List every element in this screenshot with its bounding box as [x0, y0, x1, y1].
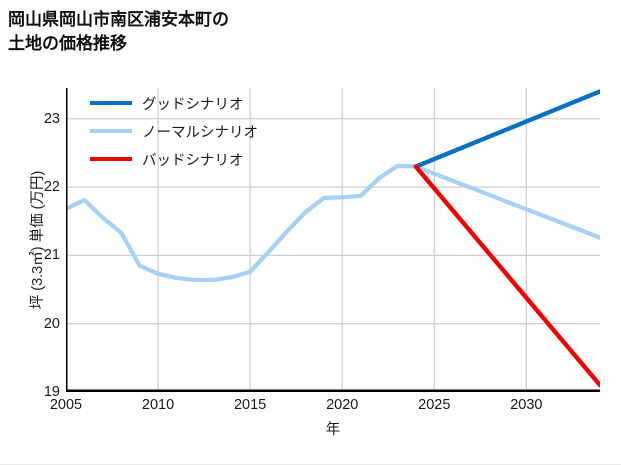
legend-label-bad: バッドシナリオ — [142, 152, 244, 169]
y-tick-label: 21 — [43, 247, 60, 264]
chart-legend: グッドシナリオ ノーマルシナリオ バッドシナリオ — [90, 93, 258, 169]
chart-canvas — [66, 88, 600, 392]
series-line — [66, 163, 600, 283]
x-axis-label: 年 — [325, 422, 341, 438]
x-tick-label: 2030 — [510, 397, 543, 413]
legend-swatch-good — [90, 101, 132, 105]
legend-swatch-bad — [90, 157, 132, 161]
series-line — [413, 89, 600, 169]
legend-swatch-normal — [90, 129, 132, 133]
data-lines — [66, 89, 600, 388]
legend-item-normal[interactable]: ノーマルシナリオ — [90, 121, 258, 141]
page-title: 岡山県岡山市南区浦安本町の 土地の価格推移 — [8, 10, 229, 54]
legend-item-bad[interactable]: バッドシナリオ — [90, 149, 258, 169]
x-tick-label: 2015 — [233, 397, 267, 413]
x-tick-label: 2025 — [418, 397, 451, 413]
y-tick-label: 22 — [43, 179, 60, 196]
y-axis-label: 坪 (3.3㎡) 単価 (万円) — [30, 170, 46, 310]
y-tick-label: 23 — [43, 110, 60, 127]
plot-area: 19 20 21 22 23 2005 2010 2015 2020 2025 2030 坪 (3… — [30, 88, 600, 438]
grid-lines — [66, 88, 600, 392]
x-tick-label: 2010 — [141, 397, 175, 413]
legend-item-good[interactable]: グッドシナリオ — [90, 93, 258, 113]
series-line — [413, 164, 600, 388]
legend-label-normal: ノーマルシナリオ — [142, 124, 258, 141]
x-tick-label: 2005 — [49, 397, 83, 413]
y-tick-label: 19 — [43, 384, 60, 400]
y-tick-label: 20 — [43, 315, 60, 332]
legend-label-good: グッドシナリオ — [142, 96, 244, 113]
x-tick-label: 2020 — [326, 397, 359, 413]
